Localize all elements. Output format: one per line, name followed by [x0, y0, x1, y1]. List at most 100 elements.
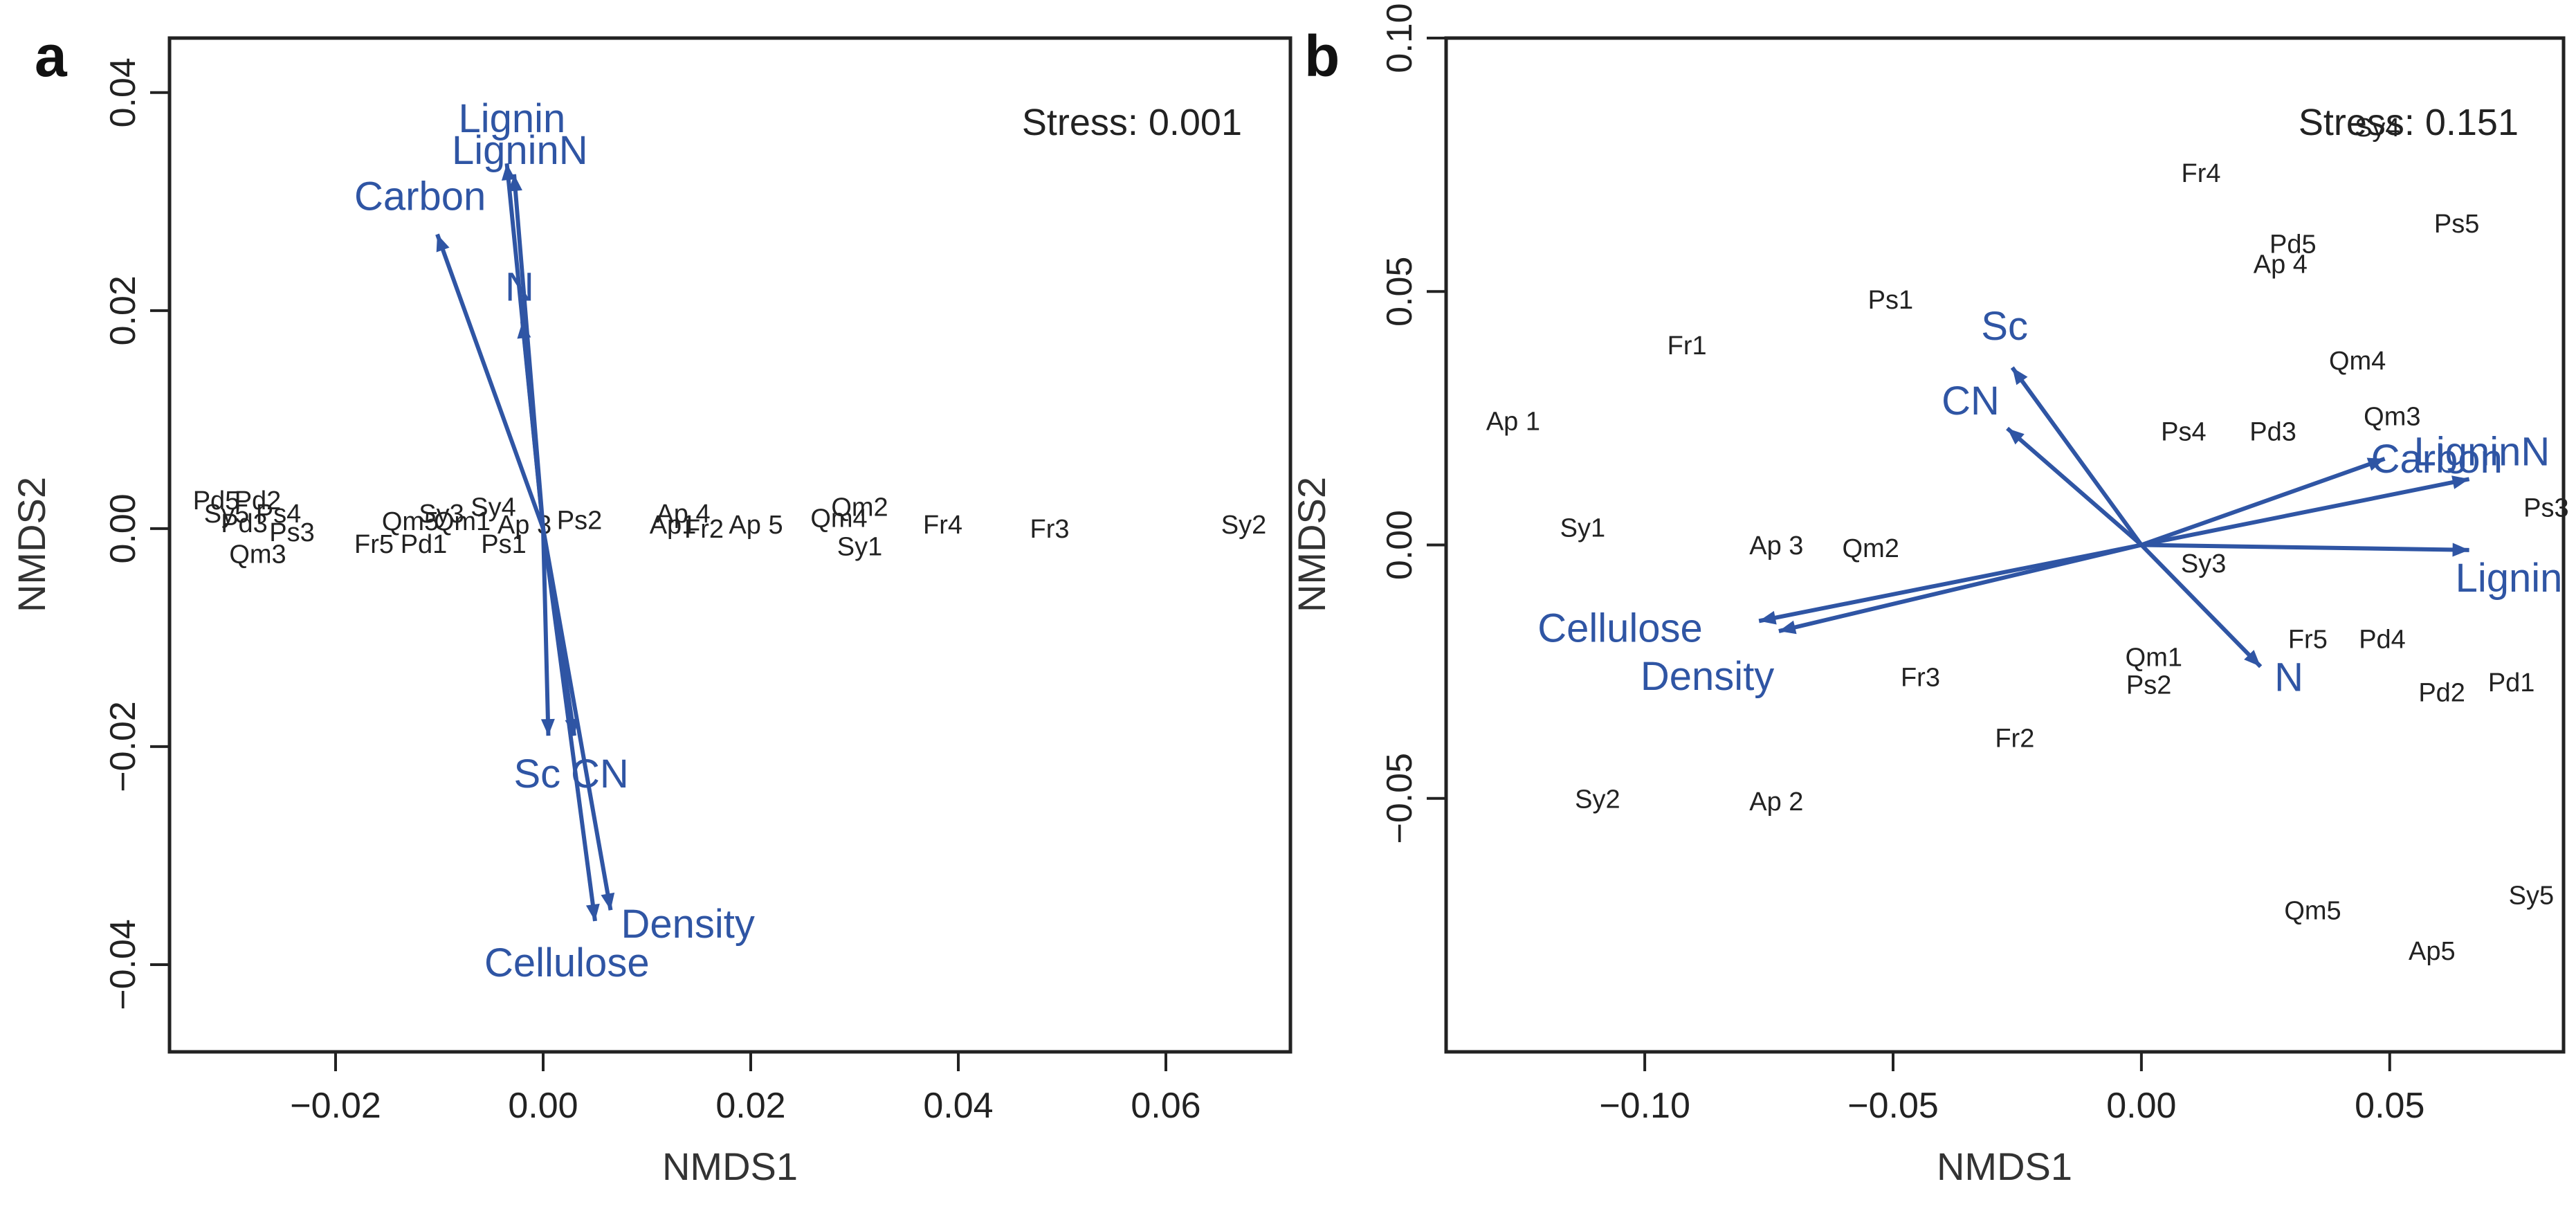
sample-label-a-ap-4: Ap 4	[656, 500, 710, 529]
sample-label-b-ps2: Ps2	[2126, 671, 2171, 700]
sample-label-b-fr3: Fr3	[1901, 664, 1940, 693]
x-tick-label-b-2: 0.00	[2106, 1086, 2176, 1126]
vector-b-ligninn: LigninN	[2141, 429, 2550, 547]
vector-arrow-a-n	[520, 321, 545, 529]
sample-label-a-pd5: Pd5	[193, 486, 240, 516]
vector-b-sc: Sc	[1981, 304, 2144, 547]
vector-arrow-b-ligninn	[2141, 477, 2470, 547]
vector-arrowhead-b-sc	[2012, 367, 2028, 385]
vector-b-density: Density	[1641, 543, 2142, 699]
vector-arrow-b-sc	[2010, 366, 2144, 547]
sample-label-b-fr4: Fr4	[2182, 159, 2221, 188]
vector-b-carbon: Carbon	[2140, 437, 2503, 547]
sample-label-b-fr1: Fr1	[1668, 331, 1707, 361]
vector-a-sc: Sc	[514, 528, 560, 796]
vector-label-a-ligninn: LigninN	[452, 128, 588, 173]
sample-label-a-qm1: Qm1	[434, 507, 491, 536]
sample-label-a-ps4: Ps4	[256, 500, 301, 529]
vector-arrowhead-b-ligninn	[2451, 475, 2469, 489]
vector-label-a-lignin: Lignin	[459, 96, 566, 141]
sample-label-a-fr2: Fr2	[684, 515, 724, 544]
vector-label-a-carbon: Carbon	[354, 174, 486, 219]
vector-label-a-cn: CN	[571, 752, 629, 796]
plot-frame-a	[167, 36, 1292, 1054]
vector-b-cellulose: Cellulose	[1537, 543, 2142, 650]
sample-label-b-ps4: Ps4	[2161, 417, 2206, 446]
sample-label-b-ap-1: Ap 1	[1486, 408, 1540, 437]
sample-label-a-ap-5: Ap 5	[729, 511, 783, 540]
sample-label-b-fr5: Fr5	[2288, 626, 2328, 655]
vector-b-cn: CN	[1942, 379, 2143, 547]
vector-arrow-b-density	[1778, 543, 2142, 633]
x-tick-label-b-3: 0.05	[2355, 1086, 2424, 1126]
vector-a-carbon: Carbon	[354, 174, 545, 529]
sample-label-b-fr2: Fr2	[1995, 725, 2034, 754]
vector-b-lignin: Lignin	[2141, 543, 2562, 601]
vector-arrow-b-cn	[2006, 426, 2143, 547]
sample-label-a-pd1: Pd1	[401, 530, 448, 559]
vector-arrowhead-a-ligninn	[508, 174, 522, 192]
panel-a: a −0.02 0.00 0.02 0.04 0.06 −0.04 −0.02 0.00 0.02…	[10, 24, 1292, 1188]
x-tick-label-b-0: −0.10	[1599, 1086, 1690, 1126]
sample-label-a-ap1: Ap1	[650, 511, 697, 540]
stress-label-a: Stress: 0.001	[1022, 102, 1242, 143]
sample-label-a-sy2: Sy2	[1221, 511, 1266, 540]
vector-arrow-b-cellulose	[1758, 543, 2142, 623]
panel-b: b −0.10 −0.05 0.00 0.05 −0.05 0.00 0.05 0.10 NMDS…	[1290, 3, 2569, 1188]
y-tick-label-b-1: 0.00	[1380, 510, 1420, 580]
vector-a-density: Density	[541, 528, 755, 947]
sample-label-a-qm5: Qm5	[382, 507, 439, 536]
sample-label-b-ps5: Ps5	[2434, 210, 2479, 239]
sample-label-a-pd3: Pd3	[221, 509, 268, 538]
vector-b-n: N	[2139, 543, 2303, 700]
panel-letter-a: a	[35, 24, 68, 89]
y-axis-title-a: NMDS2	[10, 477, 53, 612]
vector-label-a-cellulose: Cellulose	[484, 940, 650, 985]
y-tick-label-b-0: −0.05	[1380, 753, 1420, 844]
vector-arrowhead-a-cellulose	[585, 903, 600, 921]
vector-arrowhead-b-density	[1778, 620, 1797, 635]
vector-arrowhead-b-carbon	[2366, 457, 2385, 471]
sample-label-a-sy1: Sy1	[837, 532, 882, 561]
vector-a-n: N	[505, 265, 545, 529]
sample-label-b-ap5: Ap5	[2409, 937, 2456, 966]
sample-label-b-sy1: Sy1	[1560, 514, 1605, 543]
y-tick-label-b-3: 0.10	[1380, 3, 1420, 73]
vector-arrowhead-a-sc	[540, 718, 555, 736]
vector-arrow-b-lignin	[2141, 543, 2469, 552]
vector-arrowhead-b-cn	[2007, 428, 2025, 445]
sample-label-a-sy4: Sy4	[471, 493, 515, 522]
sample-label-b-ap-4: Ap 4	[2254, 251, 2308, 280]
y-tick-label-a-1: −0.02	[103, 701, 143, 792]
x-tick-label-a-2: 0.02	[715, 1086, 785, 1126]
sample-label-a-pd2: Pd2	[235, 486, 282, 516]
sample-label-b-qm1: Qm1	[2126, 643, 2182, 672]
vector-arrow-a-sc	[541, 528, 551, 736]
sample-label-b-qm2: Qm2	[1843, 534, 1899, 563]
vector-arrow-a-cellulose	[541, 528, 597, 922]
vector-label-b-density: Density	[1641, 654, 1774, 699]
sample-label-a-qm4: Qm4	[810, 504, 867, 533]
vector-arrowhead-a-carbon	[436, 234, 450, 253]
panel-letter-b: b	[1304, 24, 1340, 89]
sample-label-b-pd3: Pd3	[2249, 417, 2296, 446]
vector-label-b-carbon: Carbon	[2371, 437, 2503, 482]
sample-label-b-sy5: Sy5	[2509, 882, 2554, 911]
vector-label-a-density: Density	[621, 902, 755, 947]
sample-label-b-qm3: Qm3	[2364, 402, 2420, 431]
vector-arrowhead-a-density	[601, 892, 615, 911]
x-axis-title-a: NMDS1	[662, 1145, 798, 1188]
sample-label-a-fr4: Fr4	[923, 511, 962, 540]
vector-arrowhead-a-n	[517, 321, 531, 339]
y-tick-label-b-2: 0.05	[1380, 257, 1420, 327]
sample-label-b-pd4: Pd4	[2359, 626, 2406, 655]
vector-arrow-a-carbon	[435, 233, 545, 529]
y-tick-label-a-0: −0.04	[103, 919, 143, 1010]
sample-label-a-sy3: Sy3	[419, 500, 464, 529]
sample-label-b-pd1: Pd1	[2488, 668, 2535, 698]
sample-label-b-sy3: Sy3	[2181, 549, 2226, 579]
y-tick-label-a-3: 0.02	[103, 275, 143, 345]
vector-arrowhead-b-n	[2244, 650, 2261, 667]
vector-arrowhead-b-lignin	[2452, 543, 2469, 557]
